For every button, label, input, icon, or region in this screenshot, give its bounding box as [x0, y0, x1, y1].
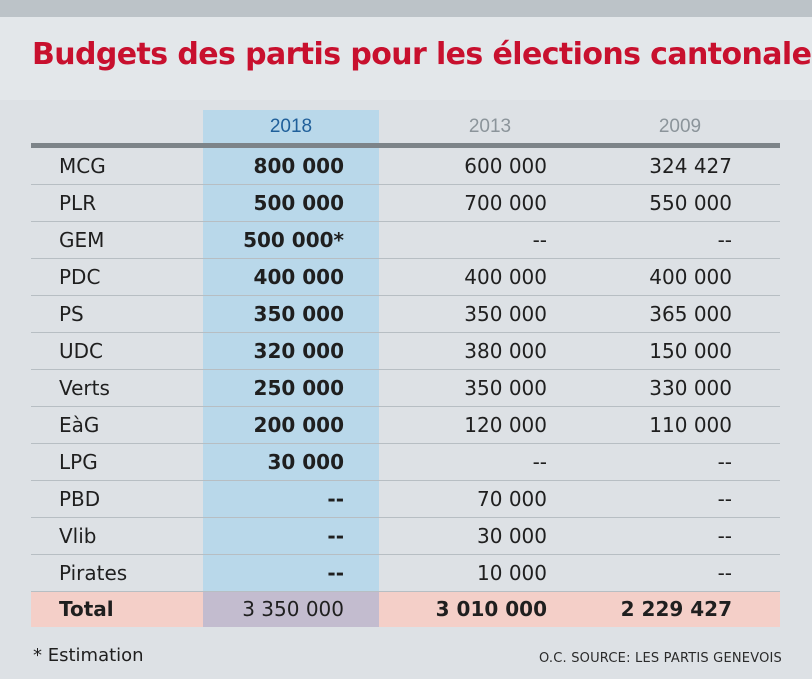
value-2013: 120 000	[464, 413, 547, 437]
table-row: PLR 500 000 700 000 550 000	[31, 185, 780, 222]
value-2009: 400 000	[649, 265, 732, 289]
party-label: PBD	[59, 487, 101, 511]
value-2018: 350 000	[253, 302, 344, 326]
value-2018: 400 000	[253, 265, 344, 289]
value-2018: 500 000*	[243, 228, 344, 252]
value-2009: --	[717, 450, 732, 474]
value-2009: 324 427	[649, 154, 732, 178]
total-label: Total	[59, 597, 114, 621]
value-2018: 200 000	[253, 413, 344, 437]
header-rule	[31, 143, 780, 148]
table-row: EàG 200 000 120 000 110 000	[31, 407, 780, 444]
highlight-column-2018	[203, 110, 379, 591]
total-row-background	[31, 591, 780, 627]
total-value-2013: 3 010 000	[435, 597, 547, 621]
value-2009: 365 000	[649, 302, 732, 326]
table-row: PS 350 000 350 000 365 000	[31, 296, 780, 333]
value-2009: --	[717, 561, 732, 585]
value-2013: --	[532, 450, 547, 474]
value-2009: --	[717, 524, 732, 548]
value-2013: 600 000	[464, 154, 547, 178]
value-2018: --	[327, 524, 344, 548]
column-header-2009: 2009	[658, 116, 702, 137]
value-2009: 550 000	[649, 191, 732, 215]
column-header-2018: 2018	[269, 116, 313, 137]
party-label: PDC	[59, 265, 101, 289]
value-2018: 500 000	[253, 191, 344, 215]
value-2009: 110 000	[649, 413, 732, 437]
value-2009: --	[717, 487, 732, 511]
table-row: Pirates -- 10 000 --	[31, 555, 780, 592]
party-label: GEM	[59, 228, 105, 252]
party-label: PLR	[59, 191, 97, 215]
party-label: Vlib	[59, 524, 97, 548]
table-row: GEM 500 000* -- --	[31, 222, 780, 259]
value-2013: 350 000	[464, 302, 547, 326]
total-value-2018: 3 350 000	[242, 597, 344, 621]
party-label: UDC	[59, 339, 104, 363]
value-2013: 350 000	[464, 376, 547, 400]
source-credit: O.C. SOURCE: LES PARTIS GENEVOIS	[539, 651, 782, 666]
chart-title: Budgets des partis pour les élections ca…	[32, 37, 812, 72]
party-label: Verts	[59, 376, 110, 400]
table-row: LPG 30 000 -- --	[31, 444, 780, 481]
table-row: MCG 800 000 600 000 324 427	[31, 148, 780, 185]
value-2018: --	[327, 561, 344, 585]
value-2018: 30 000	[267, 450, 344, 474]
value-2013: 10 000	[477, 561, 547, 585]
party-label: Pirates	[59, 561, 128, 585]
value-2018: 250 000	[253, 376, 344, 400]
top-bar	[0, 0, 812, 17]
party-label: EàG	[59, 413, 100, 437]
value-2009: 330 000	[649, 376, 732, 400]
table-row: Vlib -- 30 000 --	[31, 518, 780, 555]
value-2013: 700 000	[464, 191, 547, 215]
party-label: PS	[59, 302, 84, 326]
table-row: PBD -- 70 000 --	[31, 481, 780, 518]
value-2013: --	[532, 228, 547, 252]
value-2009: --	[717, 228, 732, 252]
value-2018: --	[327, 487, 344, 511]
value-2009: 150 000	[649, 339, 732, 363]
value-2013: 380 000	[464, 339, 547, 363]
total-row: Total 3 350 000 3 010 000 2 229 427	[31, 591, 780, 628]
value-2013: 400 000	[464, 265, 547, 289]
table-row: UDC 320 000 380 000 150 000	[31, 333, 780, 370]
footnote: * Estimation	[33, 645, 144, 666]
table-row: Verts 250 000 350 000 330 000	[31, 370, 780, 407]
value-2018: 800 000	[253, 154, 344, 178]
party-label: LPG	[59, 450, 98, 474]
total-value-2009: 2 229 427	[620, 597, 732, 621]
total-highlight-2018	[203, 591, 379, 627]
party-label: MCG	[59, 154, 106, 178]
value-2018: 320 000	[253, 339, 344, 363]
value-2013: 30 000	[477, 524, 547, 548]
column-header-2013: 2013	[468, 116, 512, 137]
table-row: PDC 400 000 400 000 400 000	[31, 259, 780, 296]
table-panel	[0, 100, 812, 679]
value-2013: 70 000	[477, 487, 547, 511]
